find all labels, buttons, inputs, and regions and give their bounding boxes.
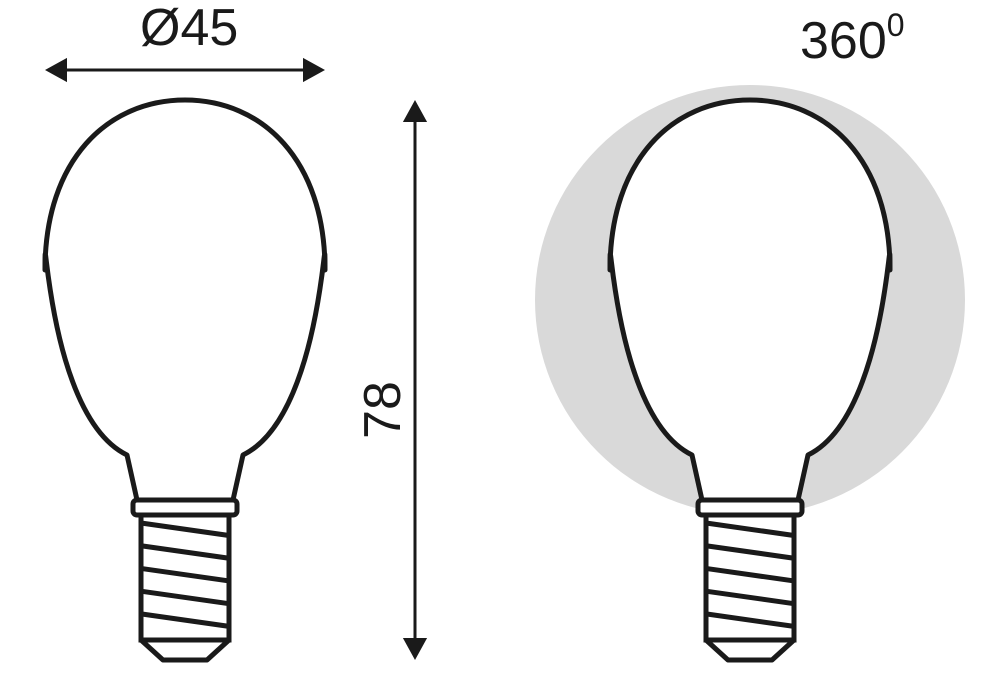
beam-angle-label: 3600 xyxy=(800,7,905,70)
dimension-width: Ø45 xyxy=(45,0,325,82)
bulb-right xyxy=(610,100,890,660)
height-label: 78 xyxy=(354,381,412,439)
bulb-left xyxy=(45,100,325,660)
diameter-label: Ø45 xyxy=(140,0,238,57)
dimension-height: 78 xyxy=(354,100,427,660)
